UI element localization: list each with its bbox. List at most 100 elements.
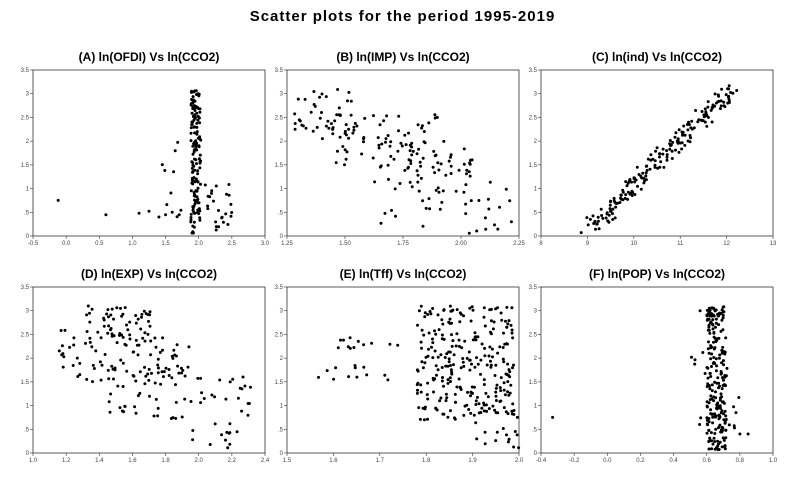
data-point — [710, 106, 714, 110]
data-point — [389, 140, 393, 144]
data-point — [474, 421, 478, 425]
data-point — [309, 110, 313, 114]
data-point — [710, 383, 714, 387]
data-point — [153, 381, 157, 385]
data-point — [398, 182, 402, 185]
data-point — [488, 180, 492, 184]
data-point — [614, 202, 618, 205]
data-point — [423, 315, 427, 319]
data-point — [343, 148, 347, 152]
data-point — [477, 411, 481, 415]
y-tick-label: 1.5 — [275, 380, 284, 386]
data-point — [512, 363, 515, 367]
scatter-panel-1: (A) ln(OFDI) Vs ln(CCO2)-0.5 0.0 0.5 1.0 1.5… — [21, 50, 270, 247]
data-point — [707, 401, 711, 405]
data-point — [195, 132, 199, 136]
data-point — [108, 410, 112, 414]
data-point — [198, 218, 202, 222]
x-tick-label: 2.5 — [228, 241, 237, 247]
data-point — [470, 385, 474, 389]
data-point — [334, 366, 338, 370]
data-point — [665, 158, 669, 162]
x-tick-label: 1.75 — [397, 241, 409, 247]
data-point — [72, 343, 76, 347]
data-point — [324, 95, 328, 99]
x-tick-label: 1.8 — [422, 458, 431, 464]
data-point — [372, 114, 375, 118]
data-point — [410, 185, 414, 189]
data-point — [471, 338, 475, 342]
x-tick-label: 1.8 — [161, 458, 170, 464]
data-point — [624, 180, 628, 184]
data-point — [352, 125, 356, 129]
data-point — [479, 358, 483, 362]
data-point — [138, 370, 142, 374]
data-point — [100, 363, 104, 367]
y-tick-label: 3 — [534, 92, 538, 98]
data-point — [170, 354, 174, 358]
data-point — [191, 231, 195, 235]
data-point — [705, 314, 709, 318]
data-point — [707, 306, 711, 310]
data-point — [489, 330, 492, 334]
data-point — [92, 367, 96, 370]
data-point — [448, 317, 452, 321]
data-point — [190, 90, 193, 94]
data-point — [711, 421, 715, 425]
data-point — [71, 364, 75, 367]
data-point — [437, 328, 441, 332]
data-point — [133, 405, 137, 409]
data-point — [365, 373, 369, 377]
data-point — [470, 362, 473, 366]
data-point — [487, 407, 491, 411]
data-point — [447, 159, 451, 163]
data-point — [433, 116, 437, 120]
data-point — [107, 315, 110, 319]
data-point — [607, 220, 611, 224]
x-tick-label: 2.0 — [515, 458, 524, 464]
data-point — [422, 418, 426, 422]
data-point — [116, 384, 120, 388]
data-point — [351, 131, 355, 135]
data-point — [717, 314, 720, 318]
data-point — [84, 341, 87, 345]
data-point — [444, 399, 448, 403]
x-tick-label: 1.25 — [281, 241, 293, 247]
data-point — [220, 433, 224, 437]
y-tick-label: 3 — [280, 92, 284, 98]
data-point — [59, 329, 63, 332]
data-point — [710, 365, 713, 368]
data-point — [174, 354, 178, 358]
data-point — [191, 438, 195, 442]
data-point — [164, 213, 168, 217]
data-point — [344, 123, 348, 127]
data-point — [104, 213, 108, 217]
data-point — [226, 223, 230, 226]
data-point — [488, 345, 492, 349]
data-point — [515, 433, 519, 437]
data-point — [458, 311, 462, 315]
data-point — [487, 354, 491, 358]
x-tick-label: 8 — [539, 241, 543, 247]
data-point — [611, 207, 615, 211]
data-point — [480, 342, 484, 346]
data-point — [60, 344, 64, 348]
x-tick-label: 2.00 — [455, 241, 467, 247]
data-point — [397, 129, 400, 133]
x-tick-label: 1.5 — [283, 458, 292, 464]
data-point — [719, 392, 723, 396]
data-point — [134, 379, 138, 383]
data-point — [607, 213, 611, 217]
data-point — [121, 385, 125, 388]
data-point — [384, 140, 387, 144]
data-point — [485, 409, 489, 413]
data-point — [437, 168, 441, 172]
data-point — [513, 430, 517, 433]
data-point — [172, 348, 176, 352]
data-point — [713, 432, 717, 435]
data-point — [141, 336, 145, 340]
data-point — [493, 374, 497, 377]
data-point — [429, 312, 433, 316]
data-point — [670, 157, 674, 160]
data-point — [438, 399, 442, 403]
